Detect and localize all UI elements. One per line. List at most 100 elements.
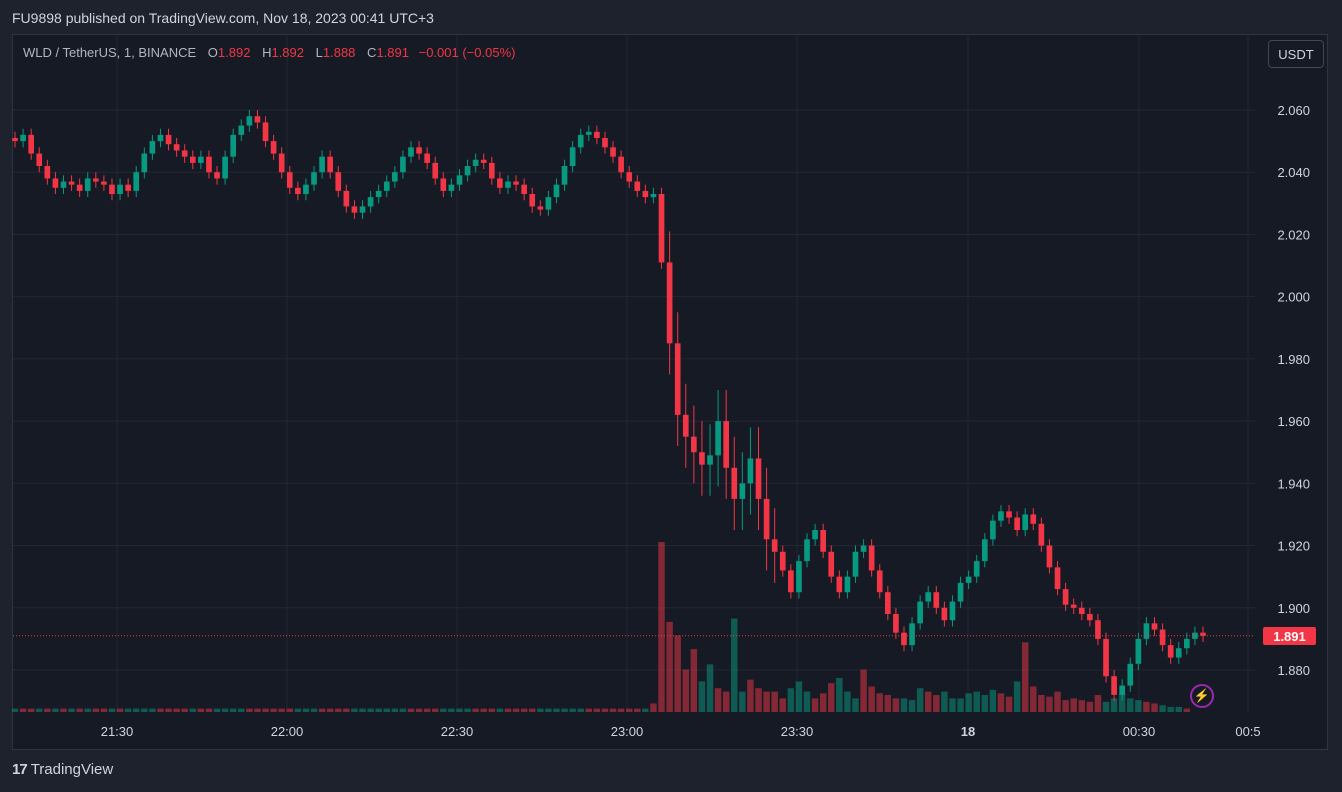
volume-bar — [1167, 706, 1174, 712]
bolt-icon[interactable]: ⚡ — [1190, 684, 1214, 708]
candle-body — [189, 156, 196, 163]
candle-body — [1151, 623, 1158, 630]
y-tick-label: 2.060 — [1277, 103, 1310, 118]
volume-bar — [1102, 701, 1110, 712]
volume-bar — [100, 708, 108, 712]
candle-body — [949, 601, 956, 621]
volume-bar — [181, 708, 188, 712]
candle-body — [1143, 623, 1150, 639]
volume-bar — [375, 708, 382, 712]
candle-body — [747, 458, 754, 484]
candle-body — [60, 181, 67, 188]
volume-bar — [852, 698, 859, 712]
candle-body — [68, 181, 75, 185]
volume-bar — [609, 708, 617, 712]
volume-bar — [432, 708, 439, 712]
candle-body — [383, 181, 390, 191]
candle-body — [844, 576, 851, 593]
candle-body — [771, 539, 778, 552]
volume-bar — [690, 649, 698, 712]
volume-bar — [658, 542, 665, 712]
candle-body — [650, 194, 657, 198]
candle-body — [521, 184, 527, 194]
candle-body — [893, 614, 899, 633]
volume-bar — [795, 681, 803, 712]
change-value: −0.001 (−0.05%) — [418, 45, 516, 60]
volume-bar — [19, 708, 27, 712]
volume-bar — [731, 618, 738, 712]
candle-body — [44, 166, 51, 179]
candle-body — [796, 561, 802, 593]
volume-bar — [844, 691, 851, 712]
candle-body — [1184, 638, 1190, 649]
symbol-name[interactable]: WLD / TetherUS, 1, BINANCE — [23, 45, 197, 60]
candle-body — [941, 607, 948, 621]
candle-body — [602, 138, 608, 148]
volume-bar — [698, 681, 706, 712]
candle-body — [303, 184, 309, 194]
candle-body — [408, 147, 414, 157]
candle-body — [852, 551, 859, 577]
y-tick-label: 1.940 — [1277, 476, 1310, 491]
low-value: 1.888 — [322, 45, 356, 60]
candle-body — [125, 184, 131, 191]
volume-bar — [625, 708, 633, 712]
volume-bar — [674, 635, 681, 712]
volume-bar — [213, 708, 221, 712]
x-tick-label: 23:00 — [611, 724, 644, 739]
candle-body — [779, 551, 786, 571]
candle-body — [149, 141, 156, 154]
volume-bar — [1118, 693, 1126, 712]
candle-body — [691, 436, 697, 453]
candle-body — [497, 178, 503, 188]
candle-body — [917, 601, 923, 624]
volume-bar — [884, 695, 892, 712]
volume-bar — [868, 686, 875, 712]
volume-bars — [11, 542, 1191, 712]
candle-body — [699, 452, 705, 465]
volume-bar — [763, 691, 770, 712]
volume-bar — [601, 708, 609, 712]
volume-bar — [965, 693, 972, 712]
candle-body — [327, 156, 334, 173]
volume-bar — [1038, 695, 1045, 712]
volume-bar — [811, 698, 819, 712]
volume-bar — [92, 708, 100, 712]
volume-bar — [545, 708, 552, 712]
candle-body — [1127, 663, 1134, 686]
volume-bar — [36, 708, 43, 712]
currency-button[interactable]: USDT — [1268, 40, 1324, 68]
candle-body — [1014, 517, 1020, 530]
volume-bar — [561, 708, 568, 712]
volume-bar — [173, 708, 180, 712]
x-tick-label: 18 — [961, 724, 975, 739]
volume-bar — [1013, 681, 1021, 712]
candle-body — [375, 190, 382, 198]
volume-bar — [981, 695, 989, 712]
candle-body — [173, 144, 180, 151]
volume-bar — [706, 664, 714, 712]
volume-bar — [819, 693, 827, 712]
volume-bar — [480, 708, 487, 712]
candle-body — [1078, 607, 1085, 614]
candle-body — [238, 125, 245, 135]
candle-body — [973, 561, 980, 577]
volume-bar — [1183, 708, 1191, 712]
candle-body — [707, 455, 713, 465]
candle-body — [1046, 545, 1053, 568]
candle-body — [626, 172, 633, 182]
volume-bar — [472, 708, 479, 712]
candle-body — [198, 156, 204, 163]
candle-body — [529, 194, 536, 207]
candle-body — [165, 134, 172, 145]
volume-bar — [488, 708, 496, 712]
volume-bar — [197, 708, 205, 712]
footer-brand[interactable]: 17 TradingView — [12, 761, 113, 778]
candle-body — [868, 545, 875, 571]
x-tick-label: 00:5 — [1235, 724, 1260, 739]
candle-body — [634, 181, 641, 191]
volume-bar — [326, 708, 334, 712]
volume-bar — [714, 688, 722, 712]
candle-body — [448, 184, 455, 191]
